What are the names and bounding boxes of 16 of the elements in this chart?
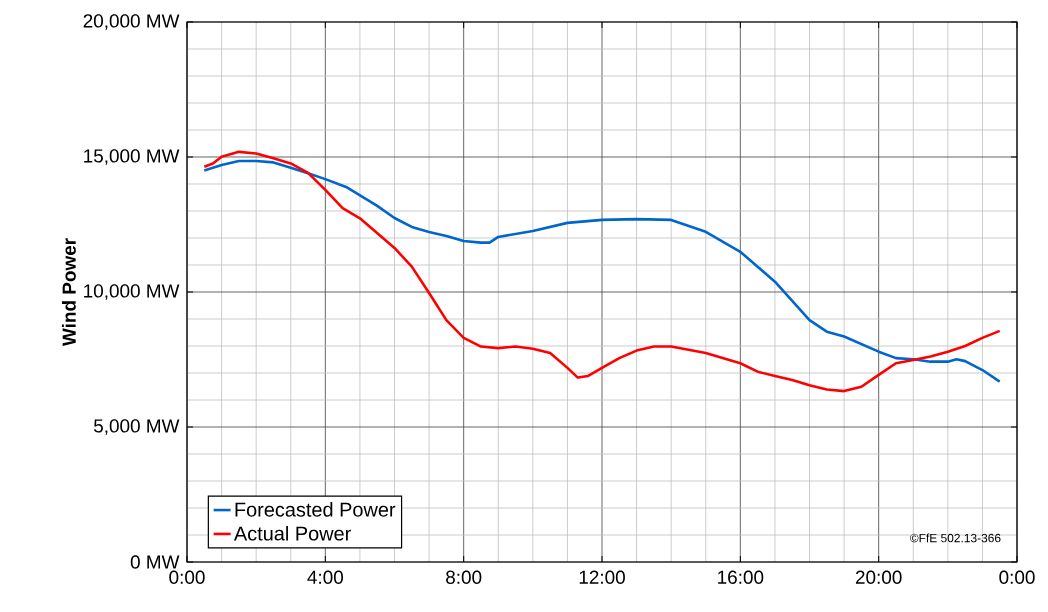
y-tick-label: 20,000 MW bbox=[83, 14, 180, 30]
legend-label: Forecasted Power bbox=[235, 502, 396, 517]
y-tick-label: 15,000 MW bbox=[84, 149, 180, 165]
y-tick-label: 10,000 MW bbox=[84, 284, 180, 300]
y-axis-title: Wind Power bbox=[61, 238, 76, 347]
legend-label: Actual Power bbox=[233, 526, 351, 541]
x-tick-label: 12:00 bbox=[579, 570, 625, 584]
x-tick-label: 16:00 bbox=[718, 570, 764, 584]
x-tick-label: 4:00 bbox=[307, 570, 344, 584]
x-tick-label: 0:00 bbox=[999, 570, 1035, 584]
y-tick-label: 5,000 MW bbox=[93, 419, 180, 435]
annotation: ©FfE 502.13-366 bbox=[910, 533, 1001, 543]
x-tick-label: 8:00 bbox=[446, 570, 482, 584]
x-tick-label: 20:00 bbox=[855, 570, 902, 584]
y-tick-label: 0 MW bbox=[130, 555, 180, 569]
x-tick-label: 0:00 bbox=[169, 570, 205, 584]
